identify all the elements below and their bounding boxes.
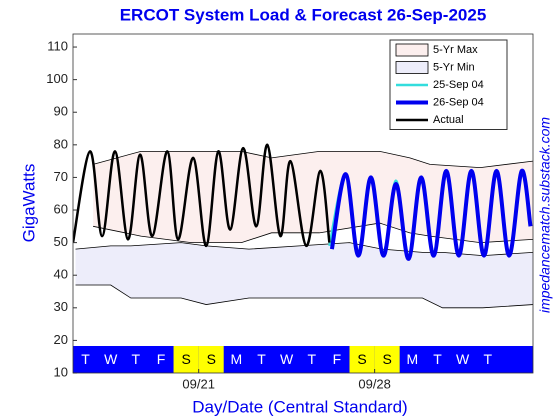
day-cell [223,346,249,373]
day-label: M [231,351,243,367]
band-lower-line [93,222,533,244]
y-tick-label: 70 [54,169,68,184]
day-cell [374,346,400,373]
day-cell [424,346,451,373]
y-tick-label: 20 [54,332,68,347]
day-cell [399,346,425,373]
legend-swatch [395,61,429,74]
x-tick-label: 09/28 [358,376,391,391]
chart-title: ERCOT System Load & Forecast 26-Sep-2025 [120,5,487,24]
day-cell [475,346,501,373]
y-tick-label: 110 [47,38,68,53]
series-line [73,143,331,248]
x-tick-label: 09/21 [182,376,215,391]
day-label: T [483,351,492,367]
day-label: S [383,351,392,367]
legend-label: Actual [433,114,464,126]
day-label: F [333,351,342,367]
annotation: impedancematch.substack.com [537,117,553,313]
day-cell [198,346,224,373]
day-cell [274,346,300,373]
legend-label: 5-Yr Min [433,61,475,73]
day-cell [73,346,99,373]
day-label: M [407,351,419,367]
day-label: W [456,351,470,367]
day-label: W [104,351,118,367]
legend-label: 26-Sep 04 [433,96,484,108]
day-label: F [157,351,166,367]
day-label: S [207,351,216,367]
plot-frame [72,33,534,374]
y-tick-label: 80 [54,136,68,151]
plot-area [73,143,533,309]
day-label: T [81,351,90,367]
band-area [93,151,533,243]
day-label: S [357,351,366,367]
band-upper-line [75,242,533,257]
day-cell [248,346,275,373]
legend-label: 5-Yr Max [433,44,478,56]
day-label: S [181,351,190,367]
day-cell [173,346,199,373]
day-label: T [132,351,141,367]
legend-label: 25-Sep 04 [433,79,484,91]
y-axis-label: GigaWatts [19,164,38,243]
series-line [329,168,533,261]
legend-swatch [395,43,429,57]
y-tick-label: 30 [54,299,68,314]
band-upper-line [93,150,533,169]
day-label: T [257,351,266,367]
day-label: T [433,351,442,367]
y-tick-label: 40 [54,267,68,282]
y-tick-label: 100 [46,71,68,86]
day-cell [148,346,174,373]
day-cell [450,346,476,373]
day-cell [299,346,325,373]
y-tick-label: 50 [54,234,68,249]
day-cell [349,346,375,373]
day-cell [98,346,124,373]
y-tick-label: 60 [54,201,68,216]
day-cell [123,346,149,373]
y-tick-label: 10 [54,364,68,379]
y-tick-label: 90 [54,104,68,119]
day-label: T [308,351,317,367]
x-axis-label: Day/Date (Central Standard) [192,397,407,416]
day-label: W [280,351,294,367]
day-cell [324,346,350,373]
band-area [75,242,533,308]
band-lower-line [75,284,533,309]
